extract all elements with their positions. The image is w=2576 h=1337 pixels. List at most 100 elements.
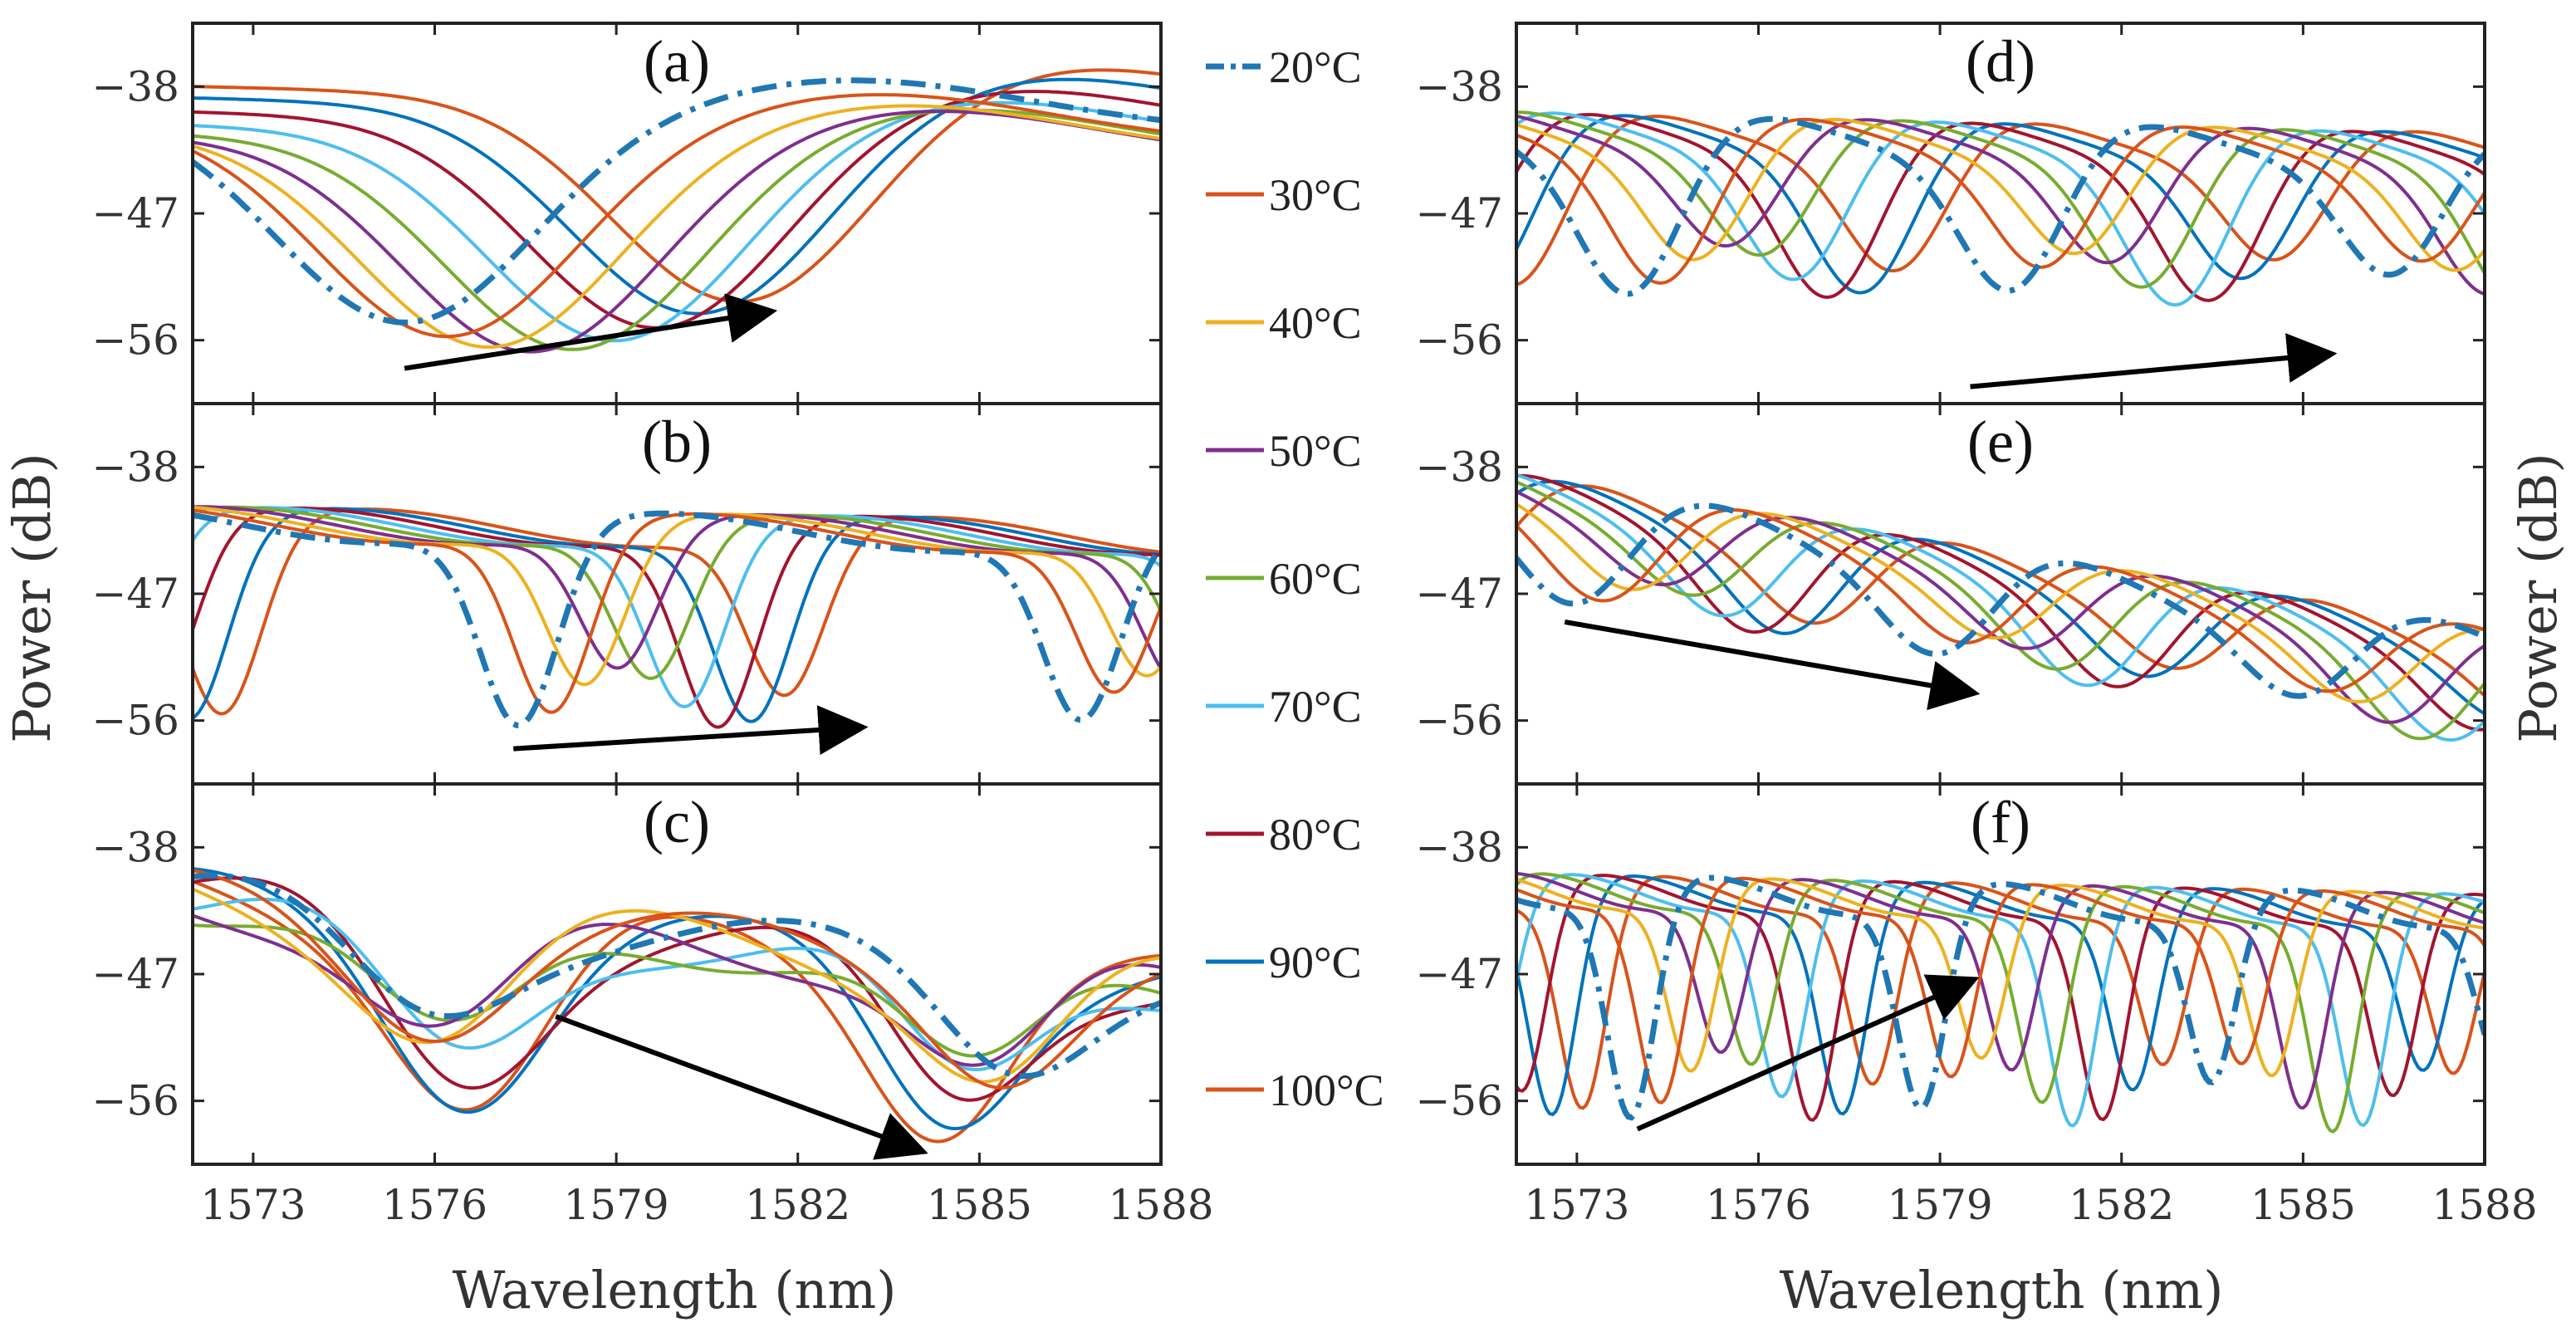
ytick-label-b-2: −56: [91, 697, 179, 745]
xtick-label-f-2: 1579: [1888, 1181, 1993, 1229]
legend-item-1: 30°C: [1206, 170, 1362, 220]
legend-item-8: 100°C: [1206, 1065, 1384, 1115]
legend-label-6: 80°C: [1269, 810, 1362, 860]
series-b-7: [193, 507, 1161, 723]
series-d-4: [1516, 110, 2485, 289]
series-a-4: [193, 108, 1161, 351]
series-group-f: [1516, 871, 2485, 1134]
legend-label-7: 90°C: [1269, 938, 1362, 987]
series-a-6: [193, 90, 1161, 330]
series-f-1: [1516, 876, 2485, 1104]
series-c-1: [193, 869, 1161, 1090]
series-f-3: [1516, 871, 2485, 1110]
ytick-label-b-1: −47: [91, 570, 179, 618]
shift-arrow-e: [1564, 619, 1981, 711]
panel-label-c: (c): [644, 789, 710, 855]
ytick-label-a-1: −47: [91, 189, 179, 238]
legend-item-0: 20°C: [1206, 42, 1362, 92]
series-a-7: [193, 77, 1161, 316]
series-c-7: [193, 867, 1161, 1131]
xtick-label-c-4: 1585: [927, 1181, 1032, 1229]
series-group-c: [193, 867, 1161, 1144]
ytick-label-f-0: −38: [1415, 823, 1503, 871]
shift-arrow-c: [555, 1014, 928, 1160]
ytick-label-e-0: −38: [1415, 443, 1503, 491]
legend-label-2: 40°C: [1269, 298, 1362, 348]
xtick-label-c-5: 1588: [1108, 1181, 1213, 1229]
series-f-6: [1516, 874, 2485, 1123]
series-b-1: [193, 508, 1161, 714]
series-c-0: [193, 873, 1161, 1080]
series-group-b: [193, 505, 1161, 729]
series-b-0: [193, 510, 1161, 728]
panel-d: −38 −47 −56 (d): [1415, 22, 2486, 405]
legend-label-0: 20°C: [1269, 42, 1362, 92]
series-d-6: [1516, 112, 2485, 302]
series-a-0: [193, 77, 1161, 326]
panel-f: −38 −47 −56 1573 1576 1579 1582 1585 1588 (f): [1415, 782, 2538, 1229]
legend-label-1: 30°C: [1269, 170, 1362, 220]
x-axis-label-left: Wavelength (nm): [453, 1260, 897, 1320]
ytick-label-c-0: −38: [91, 823, 179, 871]
panel-label-f: (f): [1971, 789, 2030, 855]
series-b-5: [193, 506, 1161, 708]
legend-label-5: 70°C: [1269, 682, 1362, 732]
ytick-label-f-1: −47: [1415, 950, 1503, 998]
legend-item-7: 90°C: [1206, 938, 1362, 987]
legend-item-5: 70°C: [1206, 682, 1362, 732]
panel-e: −38 −47 −56 (e): [1415, 402, 2486, 786]
ytick-label-c-2: −56: [91, 1077, 179, 1125]
ytick-label-f-2: −56: [1415, 1077, 1503, 1125]
panel-b: −38 −47 −56 (b): [91, 402, 1163, 786]
series-b-4: [193, 505, 1161, 680]
y-axis-label-right: Power (dB): [2508, 453, 2569, 742]
series-f-5: [1516, 873, 2485, 1128]
xtick-label-f-0: 1573: [1524, 1181, 1629, 1229]
ytick-label-b-0: −38: [91, 443, 179, 491]
series-e-1: [1516, 508, 2485, 693]
series-a-3: [193, 110, 1161, 354]
series-group-d: [1516, 110, 2485, 307]
xtick-label-c-0: 1573: [200, 1181, 306, 1229]
series-d-3: [1516, 114, 2485, 296]
series-e-3: [1516, 490, 2485, 724]
ytick-label-e-1: −47: [1415, 570, 1503, 618]
panels: −38 −47 −56 (a) −38 −47 −56 (b) −38 −47 −56 1573 157…: [91, 22, 2538, 1229]
series-d-0: [1516, 115, 2485, 297]
legend: 20°C 30°C 40°C 50°C 60°C 70°C 80°C 90°C 100°C: [1206, 42, 1384, 1115]
series-d-5: [1516, 111, 2485, 307]
legend-label-4: 60°C: [1269, 554, 1362, 604]
xtick-label-c-3: 1582: [745, 1181, 850, 1229]
shift-arrow-b: [513, 705, 869, 756]
series-c-3: [193, 913, 1161, 1067]
legend-item-6: 80°C: [1206, 810, 1362, 860]
legend-label-3: 50°C: [1269, 426, 1362, 476]
series-a-2: [193, 104, 1161, 350]
ytick-label-d-2: −56: [1415, 316, 1503, 365]
series-b-6: [193, 506, 1161, 729]
series-e-2: [1516, 502, 2485, 704]
panel-c: −38 −47 −56 1573 1576 1579 1582 1585 1588 (c): [91, 782, 1214, 1229]
series-e-8: [1516, 484, 2485, 698]
series-c-5: [193, 897, 1161, 1072]
xtick-label-f-3: 1582: [2069, 1181, 2174, 1229]
series-c-2: [193, 887, 1161, 1084]
series-c-6: [193, 876, 1161, 1102]
panel-label-d: (d): [1966, 28, 2035, 95]
series-group-a: [193, 68, 1161, 354]
xtick-label-c-2: 1579: [564, 1181, 669, 1229]
y-axis-label-left: Power (dB): [2, 453, 62, 742]
ytick-label-d-0: −38: [1415, 62, 1503, 110]
x-axis-label-right: Wavelength (nm): [1780, 1260, 2224, 1320]
series-d-2: [1516, 117, 2485, 272]
panel-a: −38 −47 −56 (a): [91, 22, 1163, 405]
series-d-7: [1516, 114, 2485, 295]
series-a-1: [193, 93, 1161, 339]
series-f-0: [1516, 874, 2485, 1121]
ytick-label-c-1: −47: [91, 950, 179, 998]
panel-label-a: (a): [644, 28, 710, 95]
series-d-1: [1516, 117, 2485, 285]
series-group-e: [1516, 473, 2485, 742]
ytick-label-a-0: −38: [91, 62, 179, 110]
